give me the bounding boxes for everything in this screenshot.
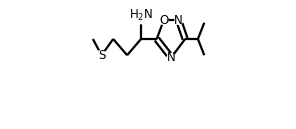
Circle shape [133,8,149,24]
Text: N: N [174,14,183,27]
Circle shape [175,17,183,24]
Text: S: S [98,49,105,62]
Circle shape [167,54,175,61]
Text: H$_2$N: H$_2$N [129,8,153,23]
Text: N: N [167,51,176,64]
Circle shape [160,16,168,25]
Circle shape [97,50,107,60]
Text: O: O [159,14,168,27]
